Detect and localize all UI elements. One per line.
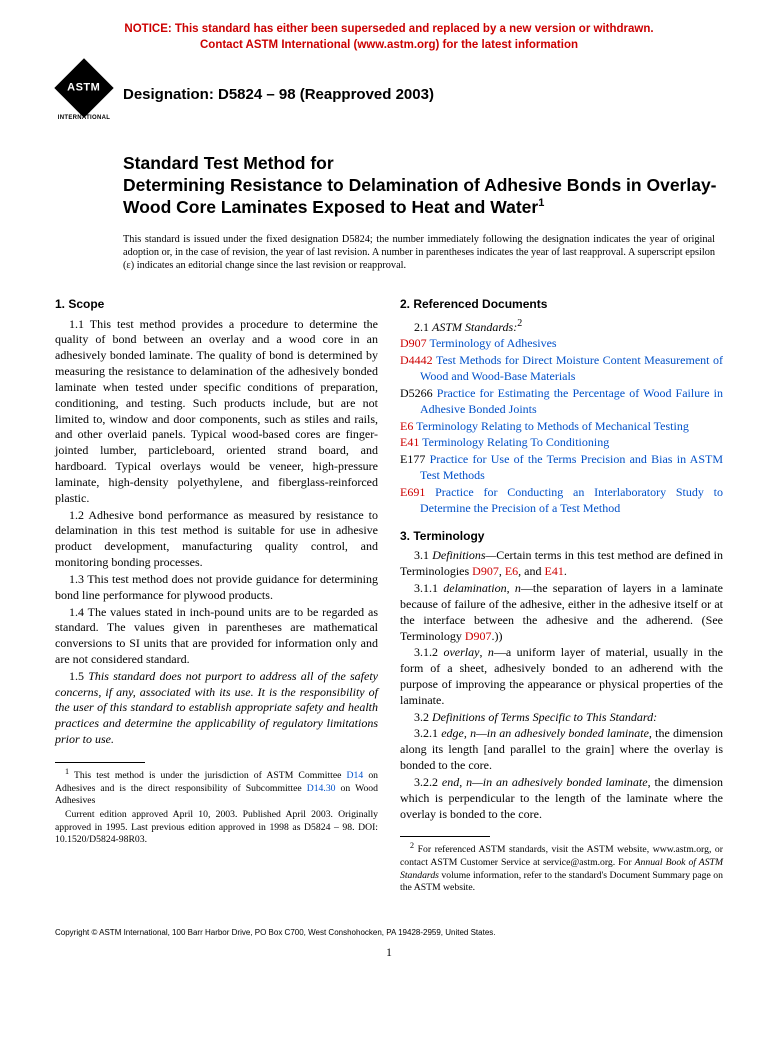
link-d907-b[interactable]: D907 [465, 629, 492, 643]
document-title: Standard Test Method for Determining Res… [123, 153, 723, 219]
refdoc-item: E41 Terminology Relating To Conditioning [400, 435, 723, 451]
title-main: Determining Resistance to Delamination o… [123, 175, 717, 217]
term-3-1-2: 3.1.2 overlay, n—a uniform layer of mate… [400, 645, 723, 708]
refdoc-title[interactable]: Terminology Relating to Methods of Mecha… [413, 419, 689, 433]
refdoc-item: D4442 Test Methods for Direct Moisture C… [400, 353, 723, 385]
title-superscript: 1 [538, 197, 544, 209]
document-page: NOTICE: This standard has either been su… [0, 0, 778, 989]
footnote-separator-right [400, 836, 490, 837]
refdoc-code[interactable]: E177 [400, 452, 425, 466]
footnote-2: 2 For referenced ASTM standards, visit t… [400, 841, 723, 894]
fn1a-text: This test method is under the jurisdicti… [74, 770, 347, 781]
footnote-separator-left [55, 762, 145, 763]
refdoc-title[interactable]: Test Methods for Direct Moisture Content… [420, 353, 723, 383]
footnote-1a: 1 This test method is under the jurisdic… [55, 767, 378, 807]
refdoc-title[interactable]: Practice for Use of the Terms Precision … [420, 452, 723, 482]
fn1-link-d1430[interactable]: D14.30 [307, 783, 336, 794]
t31-label: Definitions— [432, 548, 496, 562]
terminology-link[interactable]: E41 [545, 564, 564, 578]
refdocs-heading: 2. Referenced Documents [400, 297, 723, 313]
astm-logo: ASTM INTERNATIONAL [55, 65, 113, 123]
refdoc-code[interactable]: E6 [400, 419, 413, 433]
refdocs-lead-num: 2.1 [414, 320, 429, 334]
left-column: 1. Scope 1.1 This test method provides a… [55, 293, 378, 897]
refdoc-code[interactable]: D907 [400, 336, 427, 350]
refdoc-title[interactable]: Terminology of Adhesives [427, 336, 557, 350]
refdoc-item: E6 Terminology Relating to Methods of Me… [400, 419, 723, 435]
refdocs-lead-label: ASTM Standards: [432, 320, 517, 334]
scope-1-2: 1.2 Adhesive bond performance as measure… [55, 508, 378, 571]
refdocs-lead: 2.1 ASTM Standards:2 [400, 317, 723, 336]
refdocs-lead-sup: 2 [517, 318, 522, 329]
refdoc-title[interactable]: Terminology Relating To Conditioning [419, 435, 609, 449]
scope-heading: 1. Scope [55, 297, 378, 313]
notice-line2: Contact ASTM International (www.astm.org… [200, 39, 578, 51]
two-column-body: 1. Scope 1.1 This test method provides a… [55, 293, 723, 897]
term-3-2-1: 3.2.1 edge, n—in an adhesively bonded la… [400, 726, 723, 773]
refdoc-title[interactable]: Practice for Conducting an Interlaborato… [420, 485, 723, 515]
refdoc-item: D907 Terminology of Adhesives [400, 336, 723, 352]
title-lead: Standard Test Method for [123, 153, 334, 173]
logo-diamond: ASTM [54, 58, 113, 117]
notice-line1: NOTICE: This standard has either been su… [124, 23, 653, 35]
fn1-link-d14[interactable]: D14 [347, 770, 364, 781]
refdoc-title[interactable]: Practice for Estimating the Percentage o… [420, 386, 723, 416]
scope-1-4: 1.4 The values stated in inch-pound unit… [55, 605, 378, 668]
scope-1-5: 1.5 This standard does not purport to ad… [55, 669, 378, 748]
term-3-1: 3.1 Definitions—Certain terms in this te… [400, 548, 723, 580]
refdoc-code[interactable]: E691 [400, 485, 425, 499]
notice-banner: NOTICE: This standard has either been su… [55, 22, 723, 53]
title-block: Standard Test Method for Determining Res… [123, 153, 723, 219]
designation: Designation: D5824 – 98 (Reapproved 2003… [123, 86, 434, 103]
t31-links: D907, E6, and E41 [472, 564, 564, 578]
term-3-2: 3.2 Definitions of Terms Specific to Thi… [400, 710, 723, 726]
page-number: 1 [55, 947, 723, 959]
refdocs-list: D907 Terminology of AdhesivesD4442 Test … [400, 336, 723, 516]
logo-text: ASTM [67, 82, 100, 94]
terminology-heading: 3. Terminology [400, 529, 723, 545]
refdoc-item: E691 Practice for Conducting an Interlab… [400, 485, 723, 517]
scope-1-3: 1.3 This test method does not provide gu… [55, 572, 378, 604]
refdoc-code[interactable]: E41 [400, 435, 419, 449]
term-3-1-1: 3.1.1 delamination, n—the separation of … [400, 581, 723, 644]
copyright-line: Copyright © ASTM International, 100 Barr… [55, 928, 723, 937]
t31-num: 3.1 [414, 548, 432, 562]
terminology-link[interactable]: D907 [472, 564, 499, 578]
right-column: 2. Referenced Documents 2.1 ASTM Standar… [400, 293, 723, 897]
refdoc-code[interactable]: D5266 [400, 386, 433, 400]
term-3-2-2: 3.2.2 end, n—in an adhesively bonded lam… [400, 775, 723, 822]
header-row: ASTM INTERNATIONAL Designation: D5824 – … [55, 65, 723, 123]
refdoc-code[interactable]: D4442 [400, 353, 433, 367]
scope-1-5-text: This standard does not purport to addres… [55, 669, 378, 746]
t311-end: .) [492, 629, 499, 643]
refdoc-item: E177 Practice for Use of the Terms Preci… [400, 452, 723, 484]
terminology-link[interactable]: E6 [505, 564, 518, 578]
scope-1-1: 1.1 This test method provides a procedur… [55, 317, 378, 507]
refdoc-item: D5266 Practice for Estimating the Percen… [400, 386, 723, 418]
issuance-note: This standard is issued under the fixed … [123, 233, 723, 273]
footnote-1b: Current edition approved April 10, 2003.… [55, 809, 378, 846]
